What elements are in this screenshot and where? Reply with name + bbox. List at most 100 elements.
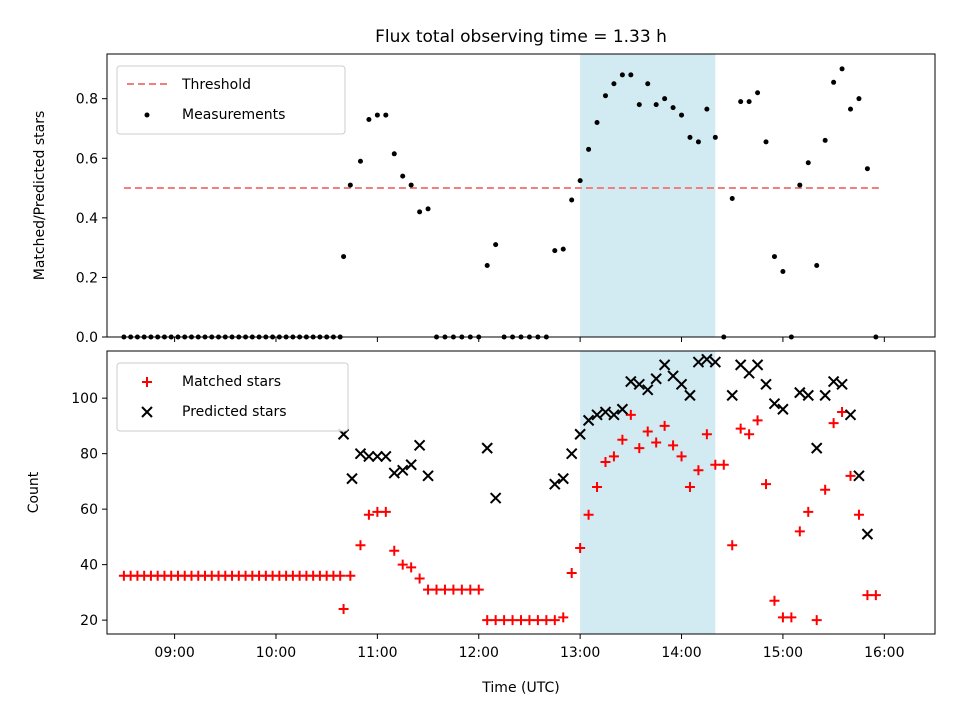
data-point — [482, 615, 493, 626]
series-predicted-stars — [337, 353, 874, 540]
data-point — [820, 484, 831, 495]
data-point — [844, 409, 857, 421]
data-point — [752, 415, 763, 426]
data-point — [345, 570, 356, 581]
data-point — [734, 359, 747, 371]
data-point — [687, 134, 693, 140]
data-point — [408, 182, 414, 188]
data-point — [693, 465, 704, 476]
data-point — [668, 440, 679, 451]
data-point — [760, 378, 772, 391]
data-point — [831, 79, 837, 85]
data-point — [675, 378, 688, 391]
data-point — [582, 414, 595, 427]
legend-label: Threshold — [181, 77, 251, 93]
data-point — [653, 102, 659, 108]
legend-box — [116, 362, 349, 432]
data-point — [710, 459, 721, 470]
y-tick-label: 20 — [80, 613, 98, 629]
legend-label: Predicted stars — [182, 404, 287, 420]
data-point — [625, 375, 637, 388]
data-point — [608, 451, 619, 462]
y-tick-label: 80 — [80, 447, 98, 463]
data-point — [516, 615, 526, 626]
data-point — [380, 506, 391, 517]
data-point — [591, 409, 603, 421]
data-point — [600, 456, 611, 467]
data-point — [617, 434, 628, 445]
data-point — [709, 356, 722, 368]
y-axis-label: Count — [26, 471, 42, 513]
data-point — [549, 615, 560, 626]
x-tick-label: 12:00 — [459, 645, 499, 661]
series-matched-stars — [118, 407, 881, 626]
data-point — [642, 384, 654, 396]
data-point — [848, 106, 854, 112]
data-point — [388, 467, 400, 479]
x-tick-label: 10:00 — [256, 645, 296, 661]
data-point — [346, 472, 358, 485]
x-tick-label: 09:00 — [154, 645, 194, 661]
data-point — [819, 389, 831, 402]
plot-frame — [106, 53, 936, 338]
data-point — [695, 139, 701, 145]
data-point — [755, 90, 761, 96]
x-tick-label: 16:00 — [864, 645, 904, 661]
data-point — [363, 509, 374, 520]
data-point — [751, 359, 764, 371]
data-point — [645, 81, 651, 87]
y-tick-label: 0.2 — [76, 270, 98, 286]
data-point — [805, 160, 811, 166]
data-point — [557, 472, 569, 485]
data-point — [569, 197, 575, 203]
data-point — [552, 248, 558, 254]
data-point — [422, 470, 434, 482]
data-point — [599, 406, 612, 418]
ratio-panel: 0.0 0.2 0.4 0.6 0.8 Matched/Predicted stars Th… — [32, 53, 936, 346]
data-point — [837, 407, 848, 418]
data-point — [727, 540, 738, 551]
data-point — [425, 206, 431, 212]
x-tick-label: 11:00 — [357, 645, 397, 661]
data-point — [363, 450, 375, 463]
data-point — [611, 81, 617, 87]
data-point — [383, 112, 389, 118]
data-point — [490, 615, 501, 626]
data-point — [489, 492, 502, 504]
data-point — [864, 166, 870, 172]
data-point — [397, 559, 408, 570]
data-point — [811, 615, 822, 626]
data-point — [777, 612, 788, 623]
data-point — [701, 429, 712, 440]
data-point — [144, 112, 150, 118]
data-point — [679, 112, 685, 118]
y-tick-label: 0.8 — [76, 92, 98, 108]
legend-label: Measurements — [182, 107, 285, 123]
data-point — [780, 268, 786, 274]
data-point — [670, 105, 676, 111]
data-point — [845, 470, 856, 481]
data-point — [524, 615, 535, 626]
data-point — [651, 437, 662, 448]
data-point — [541, 615, 552, 626]
data-point — [633, 378, 645, 391]
data-point — [744, 429, 755, 440]
legend: Threshold Measurements — [116, 65, 346, 135]
data-point — [406, 562, 417, 573]
data-point — [625, 409, 636, 420]
data-point — [473, 584, 484, 595]
data-point — [549, 478, 561, 490]
data-point — [684, 389, 696, 402]
data-point — [870, 590, 881, 601]
data-point — [439, 584, 450, 595]
data-point — [729, 195, 735, 201]
data-point — [142, 377, 152, 387]
y-tick-label: 0.6 — [76, 151, 98, 167]
data-point — [574, 428, 586, 440]
data-point — [507, 615, 518, 626]
data-point — [861, 528, 874, 540]
data-point — [836, 378, 848, 391]
x-tick-label: 14:00 — [661, 645, 701, 661]
data-point — [712, 134, 718, 140]
data-point — [827, 375, 840, 388]
